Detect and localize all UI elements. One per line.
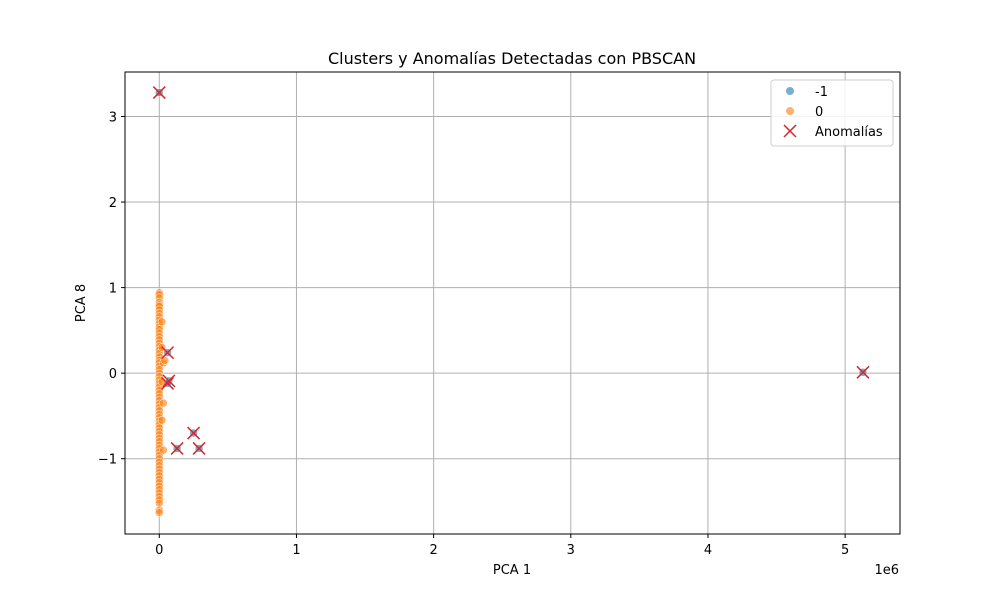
x-marker-stroke xyxy=(170,441,184,455)
x-tick-label: 2 xyxy=(429,543,437,558)
y-tick-label: 2 xyxy=(109,196,117,211)
y-tick-label: 1 xyxy=(109,282,117,297)
x-marker-stroke xyxy=(160,376,175,390)
y-axis-label: PCA 8 xyxy=(74,284,89,322)
legend-marker xyxy=(786,107,794,115)
legend-marker-x xyxy=(783,124,797,138)
x-axis-offset-text: 1e6 xyxy=(874,563,899,578)
data-point xyxy=(157,415,167,425)
chart-title: Clusters y Anomalías Detectadas con PBSC… xyxy=(328,49,696,68)
x-marker-stroke xyxy=(856,365,870,379)
anomaly-marker xyxy=(152,86,166,100)
legend-item: -1 xyxy=(786,85,828,100)
plot-frame xyxy=(124,71,901,535)
legend: -1 0 Anomalías xyxy=(770,79,894,147)
anomaly-marker xyxy=(162,374,176,388)
anomaly-marker xyxy=(192,441,206,455)
y-tick-label: −1 xyxy=(98,453,117,468)
x-marker-stroke xyxy=(160,346,175,360)
x-tick-label: 0 xyxy=(155,543,163,558)
axes: 0 1 2 3 4 5 −1 0 1 2 3 xyxy=(98,110,849,558)
series-cluster-0 xyxy=(155,288,170,517)
anomaly-marker xyxy=(856,365,870,379)
data-point xyxy=(159,445,168,455)
grid xyxy=(125,72,900,534)
data-point xyxy=(157,317,167,327)
y-tick-label: 3 xyxy=(109,110,117,125)
legend-box xyxy=(770,79,894,147)
x-marker-stroke xyxy=(152,86,166,100)
anomaly-marker xyxy=(187,426,201,440)
x-marker-stroke xyxy=(187,426,201,440)
legend-item: 0 xyxy=(786,105,823,120)
y-tick-label: 0 xyxy=(109,367,117,382)
anomaly-marker xyxy=(160,376,175,390)
data-point xyxy=(155,508,164,517)
x-marker-stroke xyxy=(162,374,176,388)
data-points xyxy=(152,86,870,517)
anomaly-marker xyxy=(170,441,184,455)
x-tick-label: 5 xyxy=(841,543,849,558)
x-marker-stroke xyxy=(783,124,797,138)
anomaly-marker xyxy=(160,346,175,360)
x-tick-label: 3 xyxy=(567,543,575,558)
legend-label: Anomalías xyxy=(815,125,883,140)
legend-marker xyxy=(786,87,794,95)
x-axis-label: PCA 1 xyxy=(493,563,531,578)
legend-label: -1 xyxy=(815,85,828,100)
series-anomalias xyxy=(152,86,870,455)
x-marker-stroke xyxy=(192,441,206,455)
plot-area xyxy=(125,72,900,534)
x-tick-label: 4 xyxy=(704,543,712,558)
x-tick-label: 1 xyxy=(292,543,300,558)
legend-item: Anomalías xyxy=(783,124,883,140)
data-point xyxy=(159,398,168,408)
legend-label: 0 xyxy=(815,105,823,120)
